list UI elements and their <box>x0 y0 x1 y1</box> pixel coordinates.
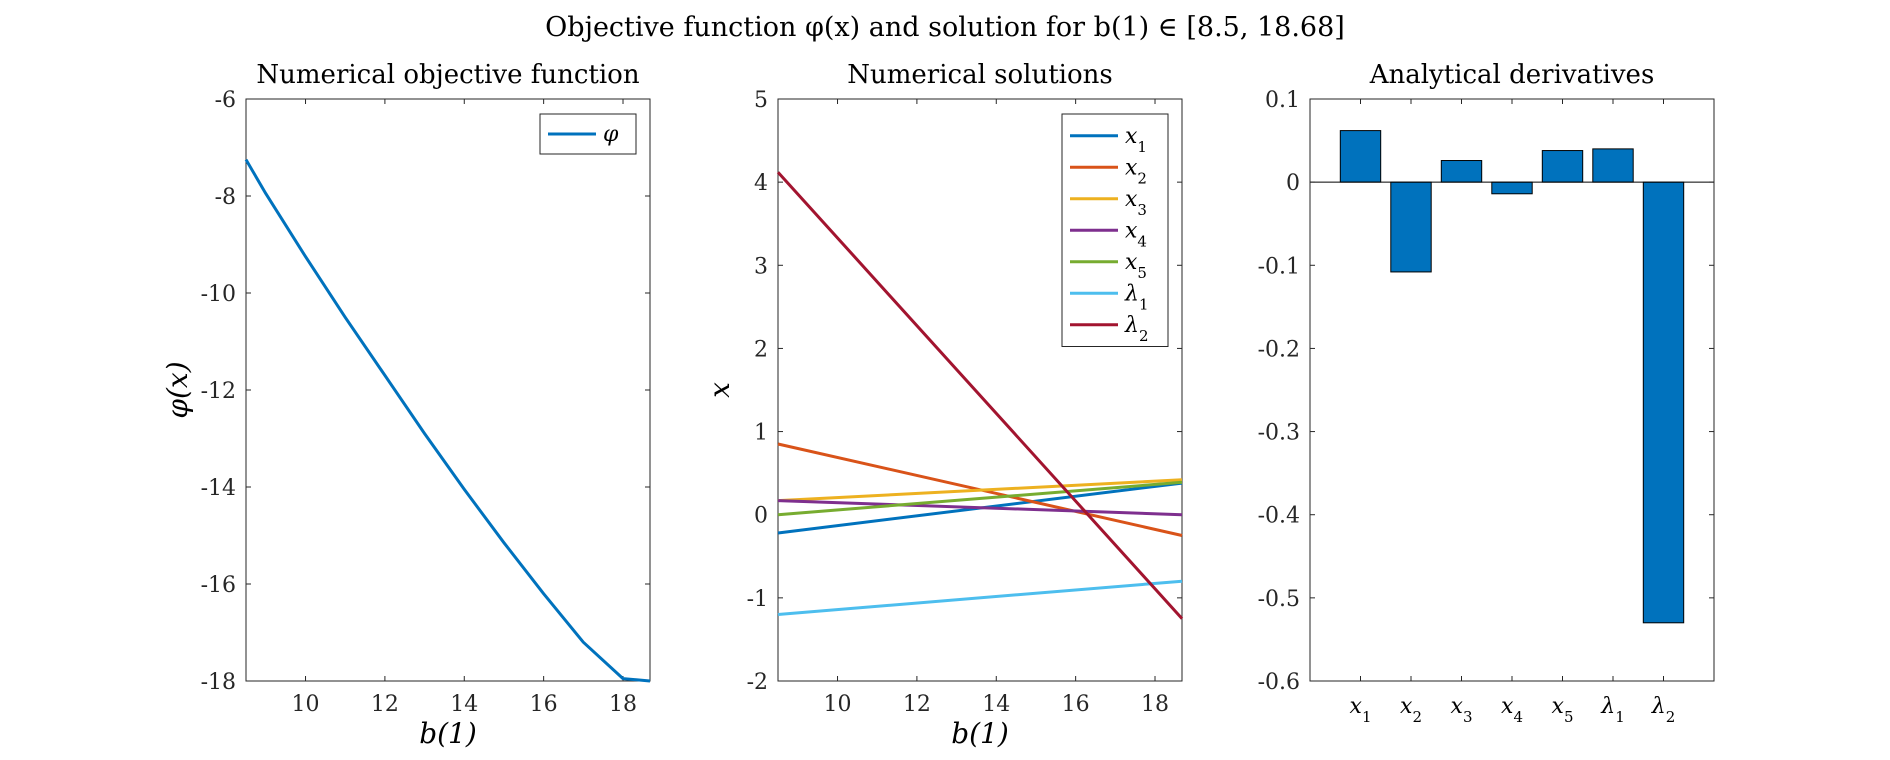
y-tick-label: -0.3 <box>1258 421 1300 446</box>
x-tick-label: 16 <box>530 692 558 717</box>
bar-x1 <box>1339 130 1382 183</box>
y-tick-label: -0.2 <box>1258 337 1300 362</box>
panel-title: Numerical solutions <box>847 60 1112 90</box>
bar-1 <box>1592 148 1634 183</box>
series-line-x4 <box>777 499 1183 517</box>
x-tick-label: 10 <box>824 692 852 717</box>
figure-suptitle: Objective function φ(x) and solution for… <box>545 12 1345 43</box>
series-line-item <box>244 158 651 683</box>
plot-area <box>245 98 651 682</box>
y-tick-label: -10 <box>201 282 236 307</box>
x-tick-label: 12 <box>371 692 399 717</box>
x-tick-label: 16 <box>1062 692 1090 717</box>
y-axis-label: φ(x) <box>161 361 194 418</box>
series-line-2 <box>776 171 1184 620</box>
label-1: λ1 <box>1124 281 1149 313</box>
label-x2: x2 <box>1400 694 1422 726</box>
x-axis-label: b(1) <box>419 717 477 750</box>
label-2: λ2 <box>1124 313 1149 345</box>
panel-title: Analytical derivatives <box>1369 60 1655 90</box>
bars <box>1310 130 1714 624</box>
bar-x5 <box>1541 150 1584 183</box>
series-line-1 <box>777 579 1183 616</box>
panel-objective-function: Numerical objective function 10 12 14 16 18 … <box>161 60 651 750</box>
y-tick-label: -2 <box>747 670 768 695</box>
y-tick-label: 1 <box>754 421 768 446</box>
label-x2: x2 <box>1125 155 1147 187</box>
y-ticks: 0.1 0 -0.1 -0.2 -0.3 -0.4 -0.5 -0.6 <box>1258 88 1714 695</box>
bar-x4 <box>1491 181 1533 195</box>
legend: φ <box>539 113 637 155</box>
x-tick-label: 14 <box>450 692 478 717</box>
x-tick-label: 18 <box>1141 692 1169 717</box>
y-ticks: -6 -8 -10 -12 -14 -16 -18 <box>201 88 650 695</box>
series-lines <box>244 158 651 683</box>
y-tick-label: 3 <box>754 254 768 279</box>
y-tick-label: -8 <box>215 185 236 210</box>
y-tick-label: -0.4 <box>1258 504 1300 529</box>
y-tick-label: -6 <box>215 88 236 113</box>
label-2: λ2 <box>1651 694 1676 726</box>
panel-analytical-derivatives: Analytical derivatives x1 x2 x3 x4 x5 λ1 λ2 0.… <box>1258 60 1715 726</box>
bar-x2 <box>1390 181 1432 273</box>
panel-title: Numerical objective function <box>256 60 639 90</box>
bar-x3 <box>1440 160 1483 183</box>
y-tick-label: -12 <box>201 379 236 404</box>
y-axis-label: x <box>703 382 736 398</box>
y-tick-label: 4 <box>754 171 768 196</box>
y-tick-label: -1 <box>747 587 768 612</box>
y-tick-label: -0.5 <box>1258 587 1300 612</box>
label-x3: x3 <box>1451 694 1473 726</box>
panel-numerical-solutions: Numerical solutions 10 12 14 16 18 543210-1-… <box>703 60 1184 750</box>
y-tick-label: 5 <box>754 88 768 113</box>
x-tick-label: 12 <box>903 692 931 717</box>
x-tick-label: 18 <box>609 692 637 717</box>
plot-area <box>777 98 1183 682</box>
y-tick-label: 0 <box>1286 171 1300 196</box>
label-1: λ1 <box>1600 694 1625 726</box>
x-axis-label: b(1) <box>951 717 1009 750</box>
y-tick-label: -0.6 <box>1258 670 1300 695</box>
y-tick-label: 0.1 <box>1265 88 1300 113</box>
y-tick-label: -16 <box>201 573 236 598</box>
label-x4: x4 <box>1501 694 1523 726</box>
bar-2 <box>1642 181 1685 624</box>
y-tick-label: 2 <box>754 337 768 362</box>
label-x4: x4 <box>1125 218 1147 250</box>
series-line-x5 <box>777 480 1183 517</box>
series-lines <box>776 171 1184 620</box>
x-tick-label: 14 <box>982 692 1010 717</box>
x-ticks: 10 12 14 16 18 <box>824 99 1169 717</box>
x-tick-label: 10 <box>292 692 320 717</box>
label-x1: x1 <box>1125 124 1147 156</box>
y-tick-label: -0.1 <box>1258 254 1300 279</box>
label-item: φ <box>603 122 619 147</box>
x-ticks: x1 x2 x3 x4 x5 λ1 λ2 <box>1350 99 1676 726</box>
label-x5: x5 <box>1125 250 1147 282</box>
y-tick-label: -18 <box>201 670 236 695</box>
y-tick-label: -14 <box>201 476 236 501</box>
y-tick-label: 0 <box>754 504 768 529</box>
label-x3: x3 <box>1125 187 1147 219</box>
x-ticks: 10 12 14 16 18 <box>292 99 637 717</box>
label-x5: x5 <box>1552 694 1574 726</box>
series-line-x3 <box>777 478 1183 503</box>
label-x1: x1 <box>1350 694 1372 726</box>
